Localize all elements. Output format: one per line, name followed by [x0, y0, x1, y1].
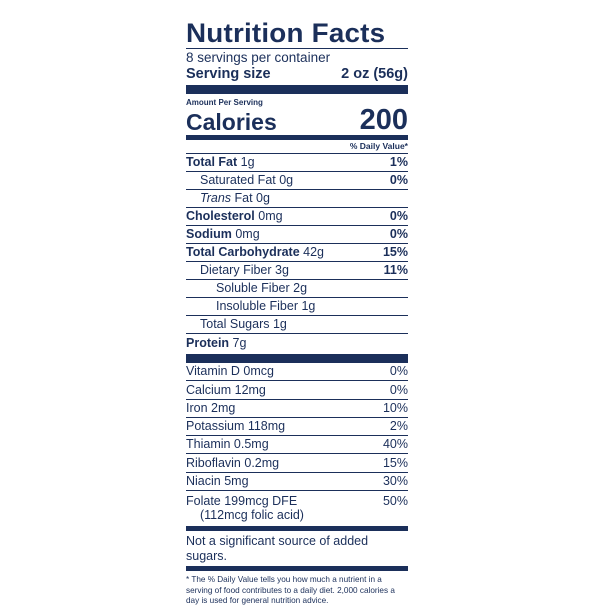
servings-per-container: 8 servings per container — [186, 50, 331, 65]
vitamin-dv: 40% — [382, 437, 408, 452]
serving-size-value: 2 oz (56g) — [341, 66, 408, 82]
nutrient-name: Total Carbohydrate — [186, 245, 300, 259]
nutrient-amount: 7g — [232, 336, 247, 350]
nutrient-name: Soluble Fiber — [216, 281, 290, 295]
medium-divider — [186, 526, 408, 532]
nutrient-name: Total Fat — [186, 155, 238, 169]
folate-dv: 50% — [382, 494, 408, 509]
vitamin-row-niacin: Niacin 5mg 30% — [186, 473, 408, 492]
nutrient-amount: 3g — [275, 263, 289, 277]
nutrient-dv: 11% — [383, 263, 408, 277]
serving-size-row: Serving size 2 oz (56g) — [186, 66, 408, 85]
nutrient-row-trans-fat: Trans Fat 0g — [186, 190, 408, 208]
nutrient-row-dietary-fiber: Dietary Fiber 3g 11% — [186, 262, 408, 280]
nutrient-amount: Fat 0g — [234, 191, 270, 205]
vitamin-row-potassium: Potassium 118mg 2% — [186, 418, 408, 437]
nutrient-name: Trans — [200, 191, 232, 205]
vitamin-row-riboflavin: Riboflavin 0.2mg 15% — [186, 454, 408, 473]
nutrient-row-sodium: Sodium 0mg 0% — [186, 226, 408, 244]
nutrient-name: Cholesterol — [186, 209, 255, 223]
vitamin-dv: 30% — [382, 474, 408, 489]
vitamin-dv: 0% — [389, 364, 408, 379]
vitamin-text: Thiamin 0.5mg — [186, 437, 269, 452]
vitamin-dv: 10% — [382, 400, 408, 415]
vitamin-row-iron: Iron 2mg 10% — [186, 400, 408, 418]
vitamin-text: Vitamin D 0mcg — [186, 364, 274, 379]
nutrient-name: Insoluble Fiber — [216, 299, 298, 313]
vitamin-text: Potassium 118mg — [186, 419, 286, 434]
folate-line1: Folate 199mcg DFE — [186, 494, 298, 509]
calories-label: Calories — [186, 109, 277, 135]
nutrient-amount: 1g — [301, 299, 316, 313]
nutrient-name: Dietary Fiber — [200, 263, 272, 277]
nutrient-amount: 1g — [272, 317, 287, 331]
nutrient-dv: 15% — [382, 245, 408, 259]
amount-per-serving: Amount Per Serving — [186, 98, 263, 107]
vitamin-text: Riboflavin 0.2mg — [186, 455, 280, 470]
vitamin-dv: 15% — [382, 455, 408, 470]
vitamin-row-thiamin: Thiamin 0.5mg 40% — [186, 436, 408, 455]
folate-line2: (112mcg folic acid) — [200, 508, 304, 523]
serving-size-label: Serving size — [186, 66, 271, 82]
medium-divider — [186, 135, 408, 140]
nutrient-dv: 0% — [389, 209, 408, 223]
nutrient-amount: 1g — [240, 155, 255, 169]
nutrient-amount: 2g — [293, 281, 308, 295]
nutrient-name: Total Sugars — [200, 317, 270, 331]
nutrient-dv: 1% — [389, 155, 408, 169]
vitamin-text: Calcium 12mg — [186, 382, 266, 397]
vitamin-dv: 2% — [389, 419, 408, 434]
daily-value-header: % Daily Value* — [186, 140, 408, 154]
nutrient-row-insoluble-fiber: Insoluble Fiber 1g — [186, 298, 408, 316]
nutrient-row-total-fat: Total Fat 1g 1% — [186, 154, 408, 172]
nutrient-name: Sodium — [186, 227, 232, 241]
calories-row: Calories 200 — [186, 105, 408, 135]
nutrient-row-cholesterol: Cholesterol 0mg 0% — [186, 208, 408, 226]
vitamin-row-calcium: Calcium 12mg 0% — [186, 381, 408, 400]
calories-value: 200 — [359, 104, 408, 136]
nutrient-name: Saturated Fat — [200, 173, 276, 187]
vitamin-text: Iron 2mg — [186, 400, 236, 415]
nutrient-row-total-carbohydrate: Total Carbohydrate 42g 15% — [186, 244, 408, 262]
nutrient-amount: 42g — [303, 245, 325, 259]
nutrient-dv: 0% — [389, 173, 408, 187]
vitamin-text: Niacin 5mg — [186, 474, 249, 489]
title-rule — [186, 48, 408, 49]
nutrient-row-total-sugars: Total Sugars 1g — [186, 316, 408, 334]
vitamin-row-vitamin-d: Vitamin D 0mcg 0% — [186, 363, 408, 382]
daily-value-footnote: * The % Daily Value tells you how much a… — [186, 575, 395, 606]
nutrient-amount: 0mg — [258, 209, 283, 223]
nutrient-row-saturated-fat: Saturated Fat 0g 0% — [186, 172, 408, 190]
nutrient-row-soluble-fiber: Soluble Fiber 2g — [186, 280, 408, 298]
vitamin-dv: 0% — [389, 382, 408, 397]
nutrient-name: Protein — [186, 336, 230, 350]
added-sugars-note: Not a significant source of added sugars… — [186, 534, 369, 564]
thick-divider — [186, 85, 408, 94]
nutrition-facts-panel: Nutrition Facts 8 servings per container… — [186, 18, 408, 607]
label-title: Nutrition Facts — [186, 18, 386, 48]
nutrient-amount: 0g — [279, 173, 294, 187]
thick-divider — [186, 354, 408, 363]
medium-divider — [186, 566, 408, 572]
nutrient-dv: 0% — [389, 227, 408, 241]
nutrient-row-protein: Protein 7g — [186, 334, 408, 352]
nutrient-amount: 0mg — [235, 227, 260, 241]
vitamin-row-folate: Folate 199mcg DFE (112mcg folic acid) 50… — [186, 491, 408, 526]
